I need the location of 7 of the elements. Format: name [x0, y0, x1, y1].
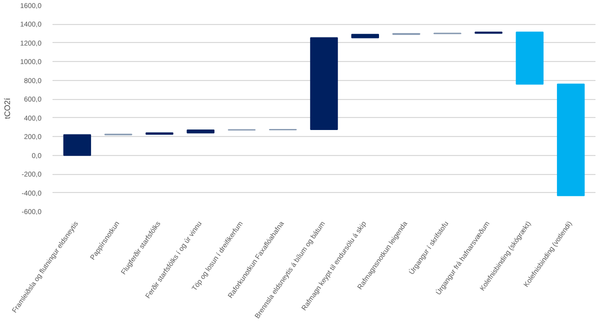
bar — [310, 37, 338, 130]
bar — [186, 130, 214, 134]
bar — [556, 84, 585, 196]
y-axis-title: tCO2í — [3, 97, 12, 119]
bar — [63, 134, 92, 156]
bar — [516, 32, 544, 85]
bar — [351, 34, 380, 38]
